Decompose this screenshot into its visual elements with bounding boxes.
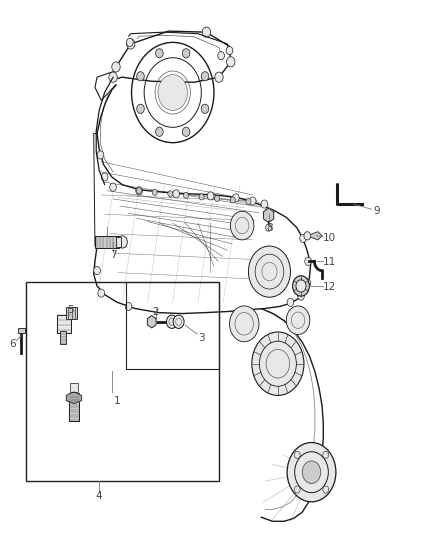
Circle shape (101, 173, 108, 181)
Circle shape (155, 127, 163, 136)
Circle shape (173, 190, 180, 198)
Text: 1: 1 (114, 395, 120, 406)
Circle shape (158, 75, 187, 110)
Circle shape (294, 486, 300, 493)
Circle shape (117, 236, 127, 248)
Circle shape (155, 49, 163, 58)
Bar (116, 237, 121, 247)
Circle shape (199, 194, 204, 200)
Circle shape (323, 486, 329, 493)
Circle shape (302, 461, 321, 483)
Text: 10: 10 (323, 233, 336, 243)
Circle shape (182, 127, 190, 136)
Circle shape (233, 194, 239, 202)
Bar (25, 282, 219, 481)
Text: 6: 6 (10, 340, 16, 349)
Circle shape (266, 224, 272, 231)
Circle shape (152, 189, 157, 196)
Text: 12: 12 (322, 282, 336, 292)
Circle shape (112, 62, 120, 72)
Circle shape (109, 72, 117, 82)
Circle shape (137, 188, 141, 194)
Circle shape (304, 232, 311, 240)
Bar (95, 236, 119, 248)
Circle shape (261, 200, 268, 208)
Bar (18, 328, 25, 333)
Text: 5: 5 (68, 305, 74, 315)
Bar (67, 308, 77, 319)
Circle shape (137, 104, 144, 114)
Circle shape (202, 27, 211, 37)
Circle shape (226, 46, 233, 55)
Circle shape (293, 276, 309, 296)
Circle shape (230, 197, 235, 203)
Circle shape (305, 257, 311, 265)
Bar (69, 393, 79, 421)
Text: 4: 4 (96, 491, 102, 500)
Polygon shape (147, 316, 156, 328)
Circle shape (137, 71, 144, 81)
Circle shape (248, 246, 290, 297)
Circle shape (166, 315, 177, 328)
Circle shape (168, 191, 173, 197)
Circle shape (287, 442, 336, 502)
Circle shape (286, 306, 310, 335)
Circle shape (127, 38, 133, 46)
Text: 7: 7 (110, 250, 117, 260)
Circle shape (215, 196, 220, 201)
Polygon shape (264, 208, 274, 222)
Text: 2: 2 (152, 306, 159, 317)
Circle shape (298, 292, 304, 300)
Circle shape (182, 49, 190, 58)
Circle shape (230, 211, 254, 240)
Circle shape (125, 302, 132, 311)
Circle shape (97, 151, 104, 159)
Bar (60, 332, 67, 344)
Circle shape (201, 71, 209, 81)
Polygon shape (67, 392, 81, 403)
Text: 3: 3 (198, 333, 205, 343)
Circle shape (252, 332, 304, 395)
Circle shape (226, 56, 235, 67)
Circle shape (287, 298, 294, 306)
Circle shape (98, 289, 105, 297)
Circle shape (249, 197, 256, 205)
Bar (70, 383, 78, 392)
Circle shape (265, 208, 273, 219)
Circle shape (304, 279, 311, 287)
Text: 8: 8 (266, 223, 273, 233)
Circle shape (294, 451, 300, 458)
Circle shape (246, 198, 251, 205)
Circle shape (300, 235, 307, 243)
Circle shape (207, 192, 214, 200)
Bar (57, 314, 71, 333)
Circle shape (127, 39, 135, 49)
Circle shape (296, 280, 306, 292)
Circle shape (173, 315, 184, 328)
Circle shape (136, 187, 142, 195)
Text: 9: 9 (373, 206, 380, 216)
Polygon shape (307, 232, 322, 240)
Text: 11: 11 (322, 257, 336, 268)
Circle shape (184, 192, 188, 198)
Circle shape (94, 266, 100, 274)
Bar (127, 282, 219, 369)
Circle shape (230, 306, 259, 342)
Circle shape (110, 183, 117, 191)
Circle shape (323, 451, 329, 458)
Circle shape (201, 104, 209, 114)
Circle shape (218, 52, 224, 60)
Circle shape (215, 72, 223, 82)
